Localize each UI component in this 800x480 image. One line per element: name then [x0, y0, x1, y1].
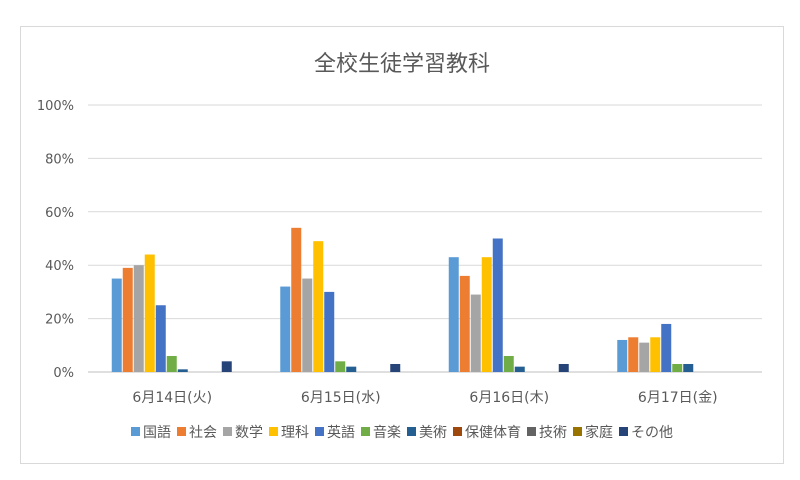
x-tick-label: 6月17日(金)	[638, 390, 718, 406]
legend-label: 技術	[539, 425, 567, 441]
legend-item: 英語	[315, 424, 355, 441]
bar	[503, 355, 514, 372]
bar	[617, 339, 628, 372]
bar	[166, 355, 177, 372]
legend-label: 保健体育	[465, 425, 521, 441]
bar	[122, 267, 133, 372]
bar	[335, 361, 346, 372]
y-tick-label: 80%	[45, 152, 74, 167]
legend-swatch	[619, 427, 628, 436]
legend-label: その他	[631, 425, 673, 441]
legend-swatch	[269, 427, 278, 436]
gridlines	[88, 104, 762, 373]
bar	[144, 254, 155, 372]
legend-item: 美術	[407, 425, 447, 441]
legend-label: 理科	[281, 425, 309, 441]
legend-item: 音楽	[361, 424, 401, 441]
bar	[302, 278, 313, 372]
legend-item: 数学	[223, 425, 263, 441]
bar	[481, 257, 492, 372]
bar	[628, 337, 639, 372]
bar	[280, 286, 291, 372]
bar	[672, 363, 683, 372]
legend-swatch	[131, 427, 140, 436]
legend-item: 国語	[131, 425, 171, 441]
bar	[650, 337, 661, 372]
bar	[558, 363, 569, 372]
legend: 国語 社会 数学 理科 英語 音楽 美術 保健体育 技術 家庭 その他	[131, 424, 673, 441]
legend-item: 社会	[177, 425, 217, 441]
legend-swatch	[361, 427, 370, 436]
y-axis-ticks: 0% 20% 40% 60% 80% 100%	[37, 99, 74, 381]
bar	[346, 366, 357, 372]
legend-swatch	[315, 427, 324, 436]
bar	[111, 278, 122, 372]
bar	[639, 342, 650, 372]
bar	[291, 227, 302, 372]
bar	[492, 238, 503, 372]
bar	[448, 257, 459, 372]
x-tick-label: 6月14日(火)	[132, 390, 212, 406]
bar	[470, 294, 481, 372]
bar	[221, 361, 232, 372]
bars	[111, 227, 694, 372]
legend-label: 国語	[143, 425, 171, 441]
bar	[683, 363, 694, 372]
legend-swatch	[573, 427, 582, 436]
bar	[514, 366, 525, 372]
x-tick-label: 6月16日(木)	[469, 390, 549, 406]
legend-label: 家庭	[585, 424, 613, 441]
y-tick-label: 60%	[45, 206, 74, 221]
chart-title: 全校生徒学習教科	[314, 52, 490, 77]
bar	[155, 305, 166, 372]
bar	[177, 369, 188, 372]
legend-item: その他	[619, 425, 673, 441]
x-tick-label: 6月15日(水)	[301, 390, 381, 406]
bar	[661, 323, 672, 372]
bar	[459, 275, 470, 372]
legend-label: 英語	[327, 424, 355, 441]
legend-label: 美術	[419, 425, 447, 441]
x-axis-ticks: 6月14日(火) 6月15日(水) 6月16日(木) 6月17日(金)	[132, 390, 717, 406]
bar	[313, 241, 324, 372]
legend-item: 理科	[269, 425, 309, 441]
bar	[390, 363, 401, 372]
legend-swatch	[453, 427, 462, 436]
bar	[133, 265, 144, 372]
chart-frame	[20, 26, 784, 464]
legend-label: 社会	[189, 425, 217, 441]
legend-item: 技術	[527, 425, 567, 441]
y-tick-label: 100%	[37, 99, 74, 114]
legend-item: 家庭	[573, 424, 613, 441]
y-tick-label: 0%	[53, 366, 74, 381]
legend-item: 保健体育	[453, 425, 521, 441]
legend-label: 音楽	[373, 424, 401, 441]
legend-swatch	[223, 427, 232, 436]
legend-swatch	[527, 427, 536, 436]
legend-swatch	[407, 427, 416, 436]
y-tick-label: 20%	[45, 313, 74, 328]
legend-swatch	[177, 427, 186, 436]
bar	[324, 291, 335, 372]
legend-label: 数学	[235, 425, 263, 441]
y-tick-label: 40%	[45, 259, 74, 274]
